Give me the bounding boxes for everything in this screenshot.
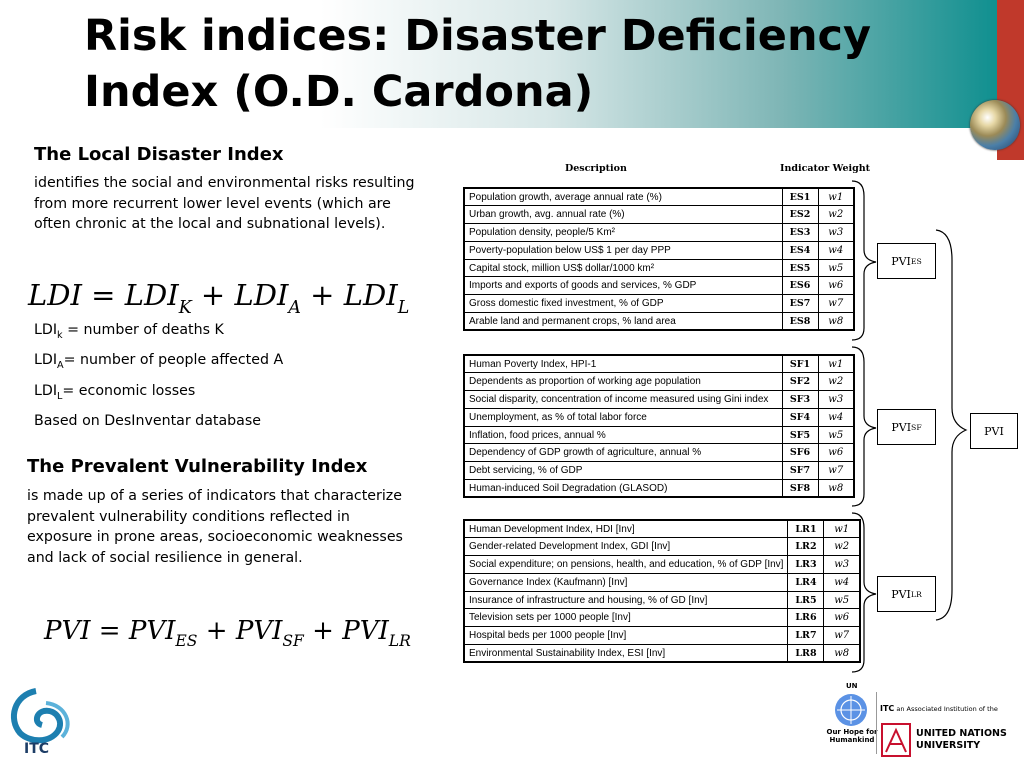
definition-subscript: L (57, 390, 63, 402)
box-label: PVI (891, 254, 911, 268)
logo-divider (876, 692, 877, 754)
box-subscript: SF (911, 422, 922, 432)
header-band (0, 0, 1000, 128)
ldi-formula: LDI = LDIK + LDIA + LDIL (28, 278, 409, 318)
un-tagline-line: Our Hope for (826, 728, 878, 736)
table-row: Arable land and permanent crops, % land … (463, 312, 855, 331)
definition-text: = economic losses (62, 382, 196, 399)
pvi-lr-box: PVI LR (877, 576, 936, 612)
formula-equals: = (90, 616, 129, 646)
data-source: Based on DesInventar database (34, 412, 261, 429)
formula-plus: + (191, 278, 235, 312)
definition-subscript: A (57, 360, 64, 372)
table-row: Social expenditure; on pensions, health,… (463, 555, 861, 574)
formula-subscript: A (288, 297, 301, 318)
un-tagline: Our Hope for Humankind (826, 728, 878, 744)
itc-associate-text: an Associated Institution of the (896, 705, 998, 713)
table-row: Governance Index (Kaufmann) [Inv] LR4 w4 (463, 572, 861, 592)
table-row: Human Development Index, HDI [Inv] LR1 w1 (463, 519, 861, 539)
ldi-description: identifies the social and environmental … (34, 175, 415, 232)
un-label: UN (846, 682, 858, 690)
formula-term: PVI (342, 616, 389, 646)
itc-swirl-icon (10, 688, 70, 744)
table-row: Poverty-population below US$ 1 per day P… (463, 240, 855, 260)
definition-text: = number of people affected A (63, 352, 284, 369)
itc-logo-text: ITC (24, 741, 50, 757)
formula-equals: = (81, 278, 125, 312)
formula-subscript: LR (388, 632, 411, 651)
definition-item: LDIk = number of deaths K (34, 318, 283, 348)
definition-term: LDI (34, 322, 58, 338)
indicator-description: Arable land and permanent crops, % land … (463, 312, 783, 331)
definition-subscript: k (57, 329, 63, 341)
pvi-sf-box: PVI SF (877, 409, 936, 445)
table-header-weight: Indicator Weight (780, 163, 871, 174)
box-subscript: LR (910, 589, 922, 599)
indicator-weight: w8 (817, 479, 855, 498)
table-row: Social disparity, concentration of incom… (463, 390, 855, 409)
unu-name-line: UNITED NATIONS (916, 728, 1007, 739)
definition-term: LDI (34, 382, 58, 399)
formula-lhs: PVI (44, 616, 91, 646)
box-label: PVI (891, 587, 911, 601)
table-row: Human-induced Soil Degradation (GLASOD) S… (463, 479, 855, 498)
globe-icon (970, 100, 1020, 150)
formula-plus: + (300, 278, 344, 312)
formula-term: PVI (235, 616, 283, 646)
indicator-weight: w4 (817, 240, 855, 260)
unu-name-line: UNIVERSITY (916, 740, 981, 751)
pvi-formula: PVI = PVIES + PVISF + PVILR (44, 616, 411, 650)
pvi-es-box: PVI ES (877, 243, 936, 279)
slide-title: Risk indices: Disaster Deficiency Index … (84, 11, 872, 117)
indicator-weight: w8 (817, 312, 855, 331)
table-header-description: Description (565, 163, 627, 174)
formula-term: LDI (343, 278, 398, 312)
indicator-weight: w8 (823, 644, 861, 663)
ldi-heading: The Local Disaster Index (34, 144, 284, 165)
definition-item: LDIA= number of people affected A (34, 348, 283, 378)
definition-term: LDI (34, 352, 58, 369)
formula-lhs: LDI (28, 278, 82, 312)
table-row: Gender-related Development Index, GDI [I… (463, 537, 861, 557)
formula-subscript: L (397, 297, 410, 318)
formula-subscript: ES (175, 632, 198, 651)
box-subscript: ES (910, 256, 922, 266)
formula-plus: + (303, 616, 343, 646)
unu-name: UNITED NATIONS UNIVERSITY (916, 728, 1007, 752)
indicator-table-sf: Human Poverty Index, HPI-1 SF1 w1 Dependent… (463, 354, 855, 499)
pvi-description: is made up of a series of indicators tha… (27, 488, 403, 566)
formula-subscript: SF (282, 632, 304, 651)
formula-term: LDI (124, 278, 179, 312)
box-label: PVI (891, 420, 912, 434)
table-row: Human Poverty Index, HPI-1 SF1 w1 (463, 354, 855, 374)
definition-text: = number of deaths K (62, 322, 224, 338)
un-emblem-icon (835, 694, 867, 726)
unu-emblem-icon (881, 723, 911, 757)
formula-plus: + (197, 616, 236, 646)
indicator-table-lr: Human Development Index, HDI [Inv] LR1 w1 G… (463, 519, 861, 664)
itc-associate-line: ITC an Associated Institution of the (880, 704, 998, 713)
formula-term: LDI (234, 278, 289, 312)
un-logo-block: UN Our Hope for Humankind ITC an Associa… (820, 680, 1020, 766)
ldi-definitions: LDIk = number of deaths K LDIA= number o… (34, 318, 283, 433)
pvi-heading: The Prevalent Vulnerability Index (27, 456, 368, 477)
un-tagline-line: Humankind (829, 736, 875, 744)
itc-associate-bold: ITC (880, 704, 895, 713)
table-row: Environmental Sustainability Index, ESI … (463, 644, 861, 663)
formula-subscript: K (178, 297, 192, 318)
table-row: Debt servicing, % of GDP SF7 w7 (463, 461, 855, 481)
indicator-table-es: Population growth, average annual rate (… (463, 187, 855, 332)
formula-term: PVI (128, 616, 176, 646)
definition-item: LDIL= economic losses (34, 379, 283, 409)
table-row: Capital stock, million US$ dollar/1000 k… (463, 258, 855, 278)
itc-logo: ITC (6, 685, 76, 761)
pvi-total-box: PVI (970, 413, 1018, 449)
